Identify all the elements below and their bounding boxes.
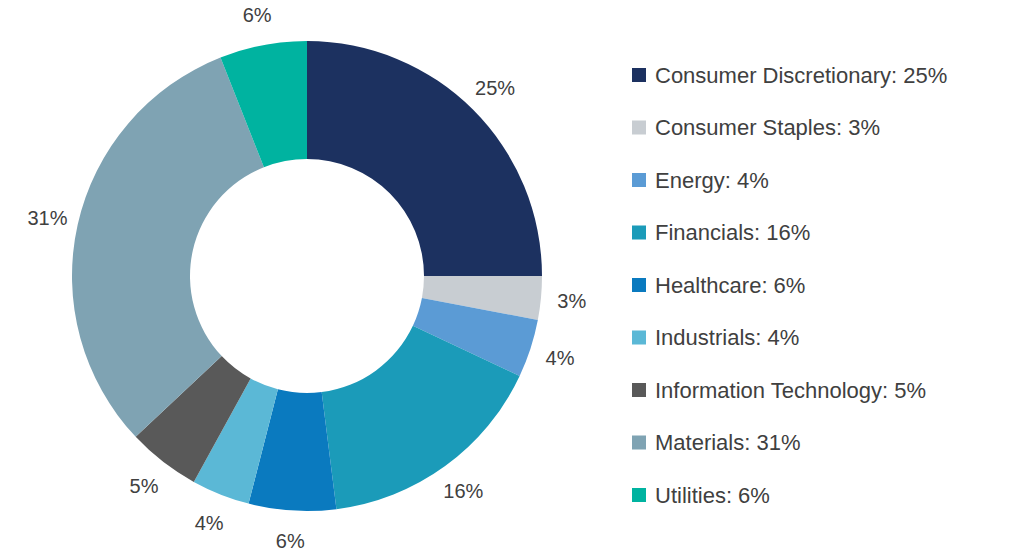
legend-item: Consumer Staples: 3% xyxy=(632,115,880,140)
legend-item: Energy: 4% xyxy=(632,168,769,193)
legend-swatch xyxy=(632,278,646,292)
data-label: 25% xyxy=(475,77,515,99)
legend-swatch xyxy=(632,436,646,450)
legend-swatch xyxy=(632,121,646,135)
legend-label: Consumer Discretionary: 25% xyxy=(655,63,947,88)
data-label: 5% xyxy=(130,475,159,497)
legend-label: Information Technology: 5% xyxy=(655,378,926,403)
data-label: 3% xyxy=(557,290,586,312)
legend-item: Financials: 16% xyxy=(632,220,810,245)
legend-swatch xyxy=(632,488,646,502)
legend-item: Information Technology: 5% xyxy=(632,378,926,403)
legend-swatch xyxy=(632,173,646,187)
legend-swatch xyxy=(632,383,646,397)
data-label: 6% xyxy=(243,4,272,26)
data-label: 6% xyxy=(276,530,305,552)
legend-label: Energy: 4% xyxy=(655,168,769,193)
slice xyxy=(307,41,542,276)
data-label: 31% xyxy=(27,207,67,229)
legend-item: Utilities: 6% xyxy=(632,483,770,508)
donut xyxy=(72,41,542,511)
legend-label: Utilities: 6% xyxy=(655,483,770,508)
legend-label: Consumer Staples: 3% xyxy=(655,115,880,140)
legend-item: Consumer Discretionary: 25% xyxy=(632,63,947,88)
data-label: 4% xyxy=(195,512,224,534)
legend-label: Financials: 16% xyxy=(655,220,810,245)
data-labels: 25% 3% 4% 16% 6% 4% 5% 31% 6% xyxy=(27,4,586,552)
slice xyxy=(220,41,307,167)
slice xyxy=(72,58,264,437)
legend-swatch xyxy=(632,68,646,82)
legend-swatch xyxy=(632,226,646,240)
legend-swatch xyxy=(632,331,646,345)
legend-label: Healthcare: 6% xyxy=(655,273,805,298)
legend: Consumer Discretionary: 25% Consumer Stap… xyxy=(632,63,947,508)
data-label: 4% xyxy=(546,347,575,369)
legend-label: Materials: 31% xyxy=(655,430,801,455)
legend-item: Healthcare: 6% xyxy=(632,273,805,298)
legend-item: Materials: 31% xyxy=(632,430,801,455)
legend-item: Industrials: 4% xyxy=(632,325,799,350)
chart: 25% 3% 4% 16% 6% 4% 5% 31% 6% Consumer Discretion… xyxy=(0,0,1024,552)
data-label: 16% xyxy=(443,480,483,502)
slice xyxy=(322,326,520,509)
legend-label: Industrials: 4% xyxy=(655,325,799,350)
